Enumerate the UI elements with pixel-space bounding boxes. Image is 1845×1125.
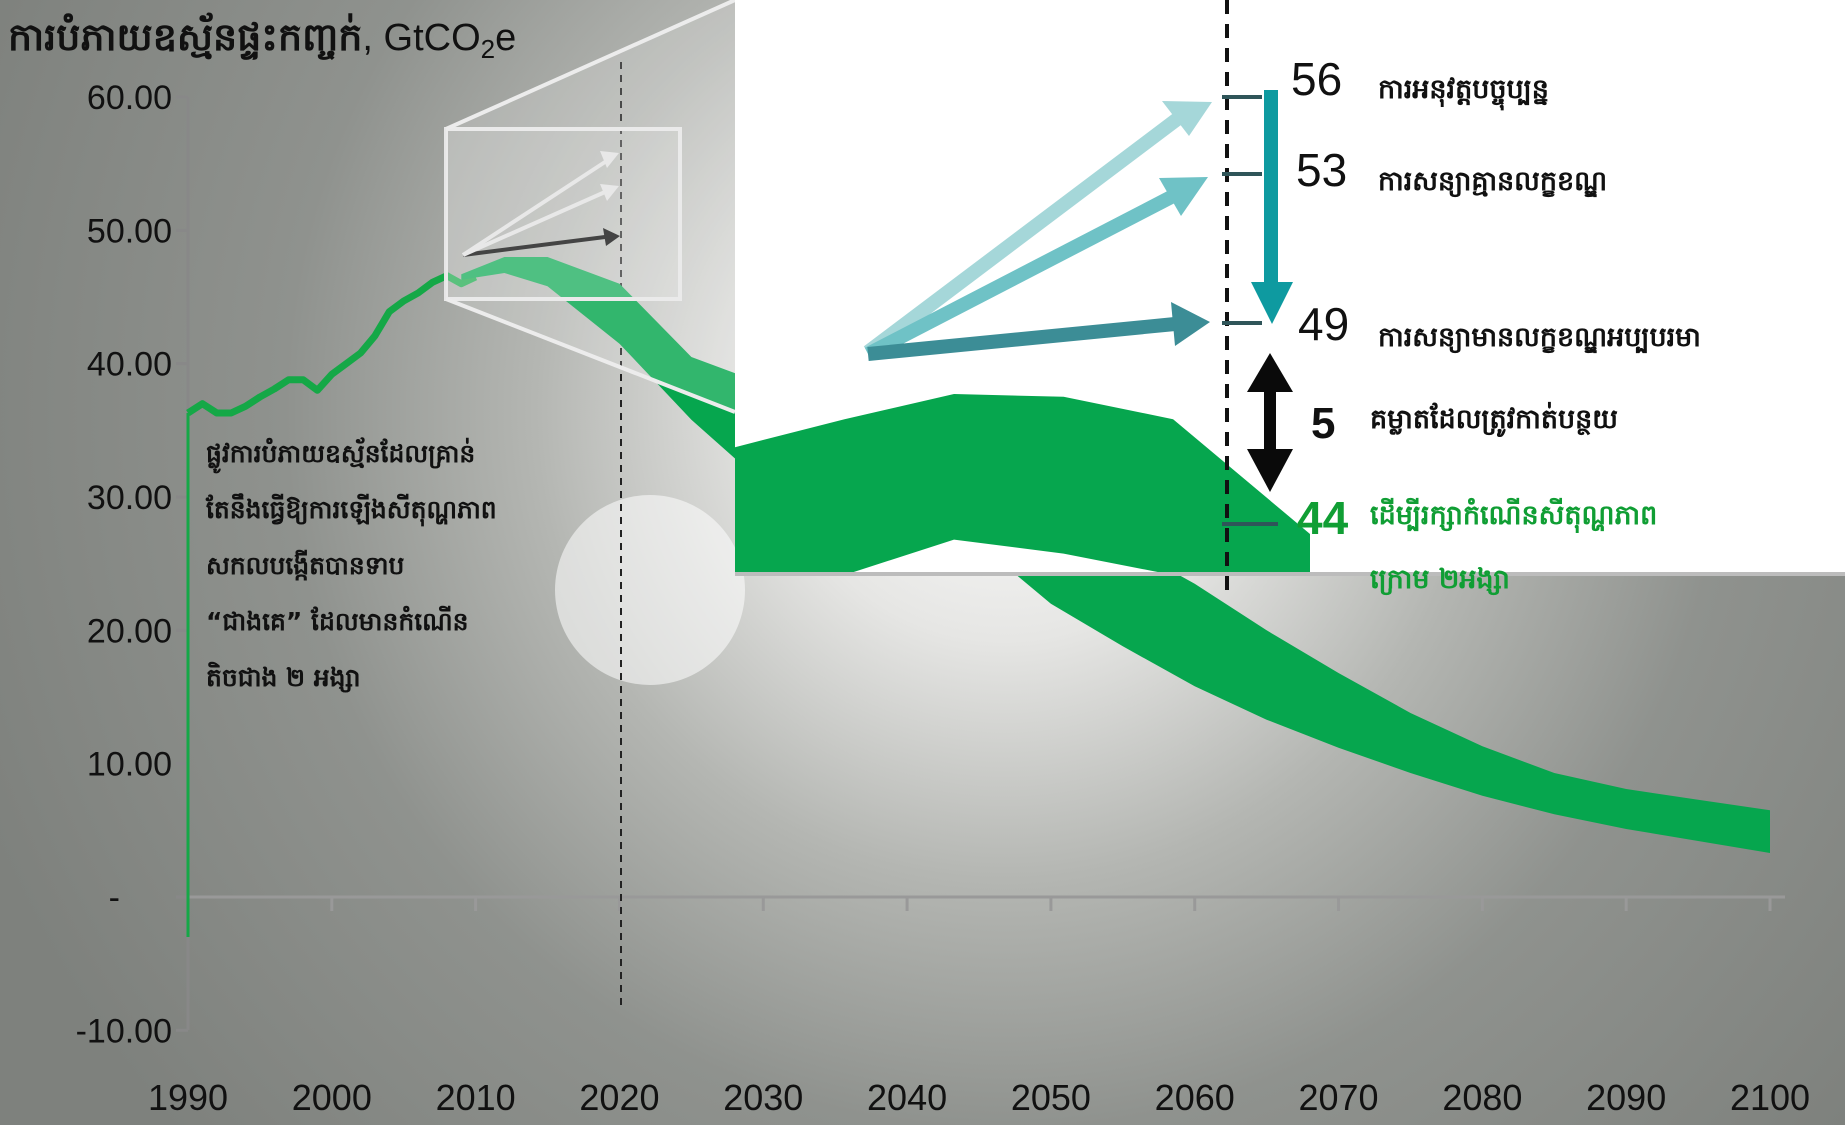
arrow-current-policy-head [1162, 101, 1212, 136]
zoom-connector-bottom-edge [445, 297, 736, 414]
x-axis-ticks: 1990 2000 2010 2020 2030 2040 2050 2060 2070 2080… [148, 897, 1810, 1118]
reduction-arrow-head [1251, 282, 1293, 324]
label-target-line2: ក្រោម ២អង្សា [1370, 564, 1510, 596]
x-tick-label: 2040 [867, 1077, 947, 1118]
arrow-conditional-head [1159, 177, 1208, 216]
mini-arrow-current-shaft [461, 160, 607, 257]
arrow-pledges-shaft [867, 317, 1176, 361]
scenario-arrows [863, 101, 1212, 361]
mini-arrow-conditional-head [600, 184, 619, 201]
arrow-conditional-shaft [864, 187, 1181, 361]
background-glow [555, 495, 745, 685]
note-line-3: សកលបង្កើតបានទាប [206, 549, 404, 581]
arrow-current-policy-shaft [863, 111, 1185, 358]
value-current-policy: 56 [1291, 53, 1342, 105]
label-conditional: ការសន្យាគ្មានលក្ខខណ្ឌ [1378, 166, 1607, 198]
gap-arrow-shaft [1264, 386, 1276, 454]
mini-scenario-arrows [461, 151, 620, 257]
note-line-4: “ជាងគេ” ដែលមានកំណើន [206, 605, 469, 636]
note-line-5: តិចជាង ២ អង្សា [206, 661, 361, 693]
y-tick-label: 40.00 [87, 346, 172, 384]
x-tick-label: 1990 [148, 1077, 228, 1118]
reduction-arrow-shaft [1264, 90, 1278, 285]
x-tick-label: 2060 [1155, 1077, 1235, 1118]
mini-arrow-conditional-shaft [462, 190, 606, 257]
x-tick-label: 2050 [1011, 1077, 1091, 1118]
label-current-policy: ការអនុវត្តបច្ចុប្បន្ន [1378, 74, 1549, 111]
mini-arrow-current-head [600, 151, 619, 168]
value-pledges: 49 [1298, 298, 1349, 350]
value-conditional: 53 [1296, 144, 1347, 196]
note-line-1: ផ្លូវការបំភាយឧស្ម័នដែលគ្រាន់ [206, 437, 475, 474]
gap-arrow-up-head [1247, 353, 1293, 392]
zoom-connector-top-edge [445, 0, 736, 131]
note-line-2: តែនឹងធ្វើឱ្យការឡើងសីតុណ្ហភាព [205, 493, 497, 527]
value-gap: 5 [1311, 399, 1335, 448]
x-tick-label: 2090 [1586, 1077, 1666, 1118]
y-tick-label: 60.00 [87, 79, 172, 117]
x-tick-label: 2100 [1730, 1077, 1810, 1118]
y-tick-label: 30.00 [87, 479, 172, 517]
x-tick-label: 2020 [579, 1077, 659, 1118]
y-tick-label: 10.00 [87, 746, 172, 784]
y-tick-label: -10.00 [76, 1012, 172, 1050]
label-pledges: ការសន្យាមានលក្ខខណ្ឌអប្បបរមា [1378, 322, 1701, 354]
label-target-line1: ដើម្បីរក្សាកំណើនសីតុណ្ហភាព [1370, 497, 1657, 534]
x-tick-label: 2010 [436, 1077, 516, 1118]
x-tick-label: 2000 [292, 1077, 372, 1118]
y-tick-label: - [109, 879, 120, 917]
value-target: 44 [1297, 492, 1349, 544]
y-tick-label: 50.00 [87, 212, 172, 250]
historical-emissions-line [186, 272, 478, 417]
inset-pathway-band [735, 394, 1310, 575]
mini-arrow-pledges-shaft [462, 235, 606, 257]
zoom-source-box [444, 127, 682, 301]
note-text-block: ផ្លូវការបំភាយឧស្ម័នដែលគ្រាន់ តែនឹងធ្វើឱ្… [205, 437, 497, 693]
x-tick-label: 2030 [723, 1077, 803, 1118]
x-tick-label: 2080 [1442, 1077, 1522, 1118]
label-gap: គម្លាតដែលត្រូវកាត់បន្ថយ [1370, 401, 1618, 438]
arrow-pledges-head [1171, 302, 1210, 346]
y-tick-label: 20.00 [87, 612, 172, 650]
zoom-connector [446, 0, 735, 412]
x-tick-label: 2070 [1298, 1077, 1378, 1118]
gap-arrow-down-head [1247, 449, 1293, 492]
inset-bottom-edge [735, 572, 1845, 576]
y-axis-ticks: 60.00 50.00 40.00 30.00 20.00 10.00 - -10.00 [76, 79, 188, 1050]
chart-title: ការបំភាយឧស្ម័នផ្ទះកញ្ចក់, GtCO2e [8, 12, 516, 64]
mini-arrow-pledges-head [603, 228, 620, 246]
